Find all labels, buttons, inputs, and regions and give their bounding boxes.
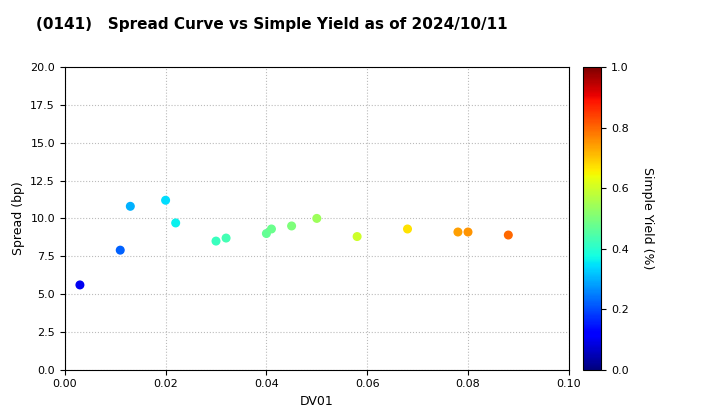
Point [311, 215, 323, 222]
Point [220, 235, 232, 242]
Point [503, 232, 514, 239]
Point [210, 238, 222, 244]
Point [160, 197, 171, 204]
Point [351, 233, 363, 240]
Y-axis label: Simple Yield (%): Simple Yield (%) [641, 167, 654, 270]
Point [402, 226, 413, 232]
Point [286, 223, 297, 229]
Point [266, 226, 277, 232]
Point [114, 247, 126, 254]
Point [74, 281, 86, 288]
Point [170, 220, 181, 226]
Text: (0141)   Spread Curve vs Simple Yield as of 2024/10/11: (0141) Spread Curve vs Simple Yield as o… [36, 17, 508, 32]
Point [125, 203, 136, 210]
Point [452, 228, 464, 235]
Y-axis label: Spread (bp): Spread (bp) [12, 181, 24, 255]
Point [462, 228, 474, 235]
Point [261, 230, 272, 237]
X-axis label: DV01: DV01 [300, 395, 333, 408]
